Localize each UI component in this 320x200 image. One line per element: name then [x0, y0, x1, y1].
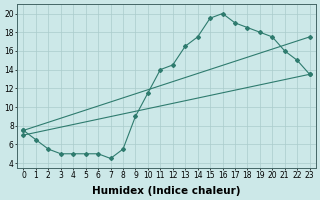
- X-axis label: Humidex (Indice chaleur): Humidex (Indice chaleur): [92, 186, 241, 196]
